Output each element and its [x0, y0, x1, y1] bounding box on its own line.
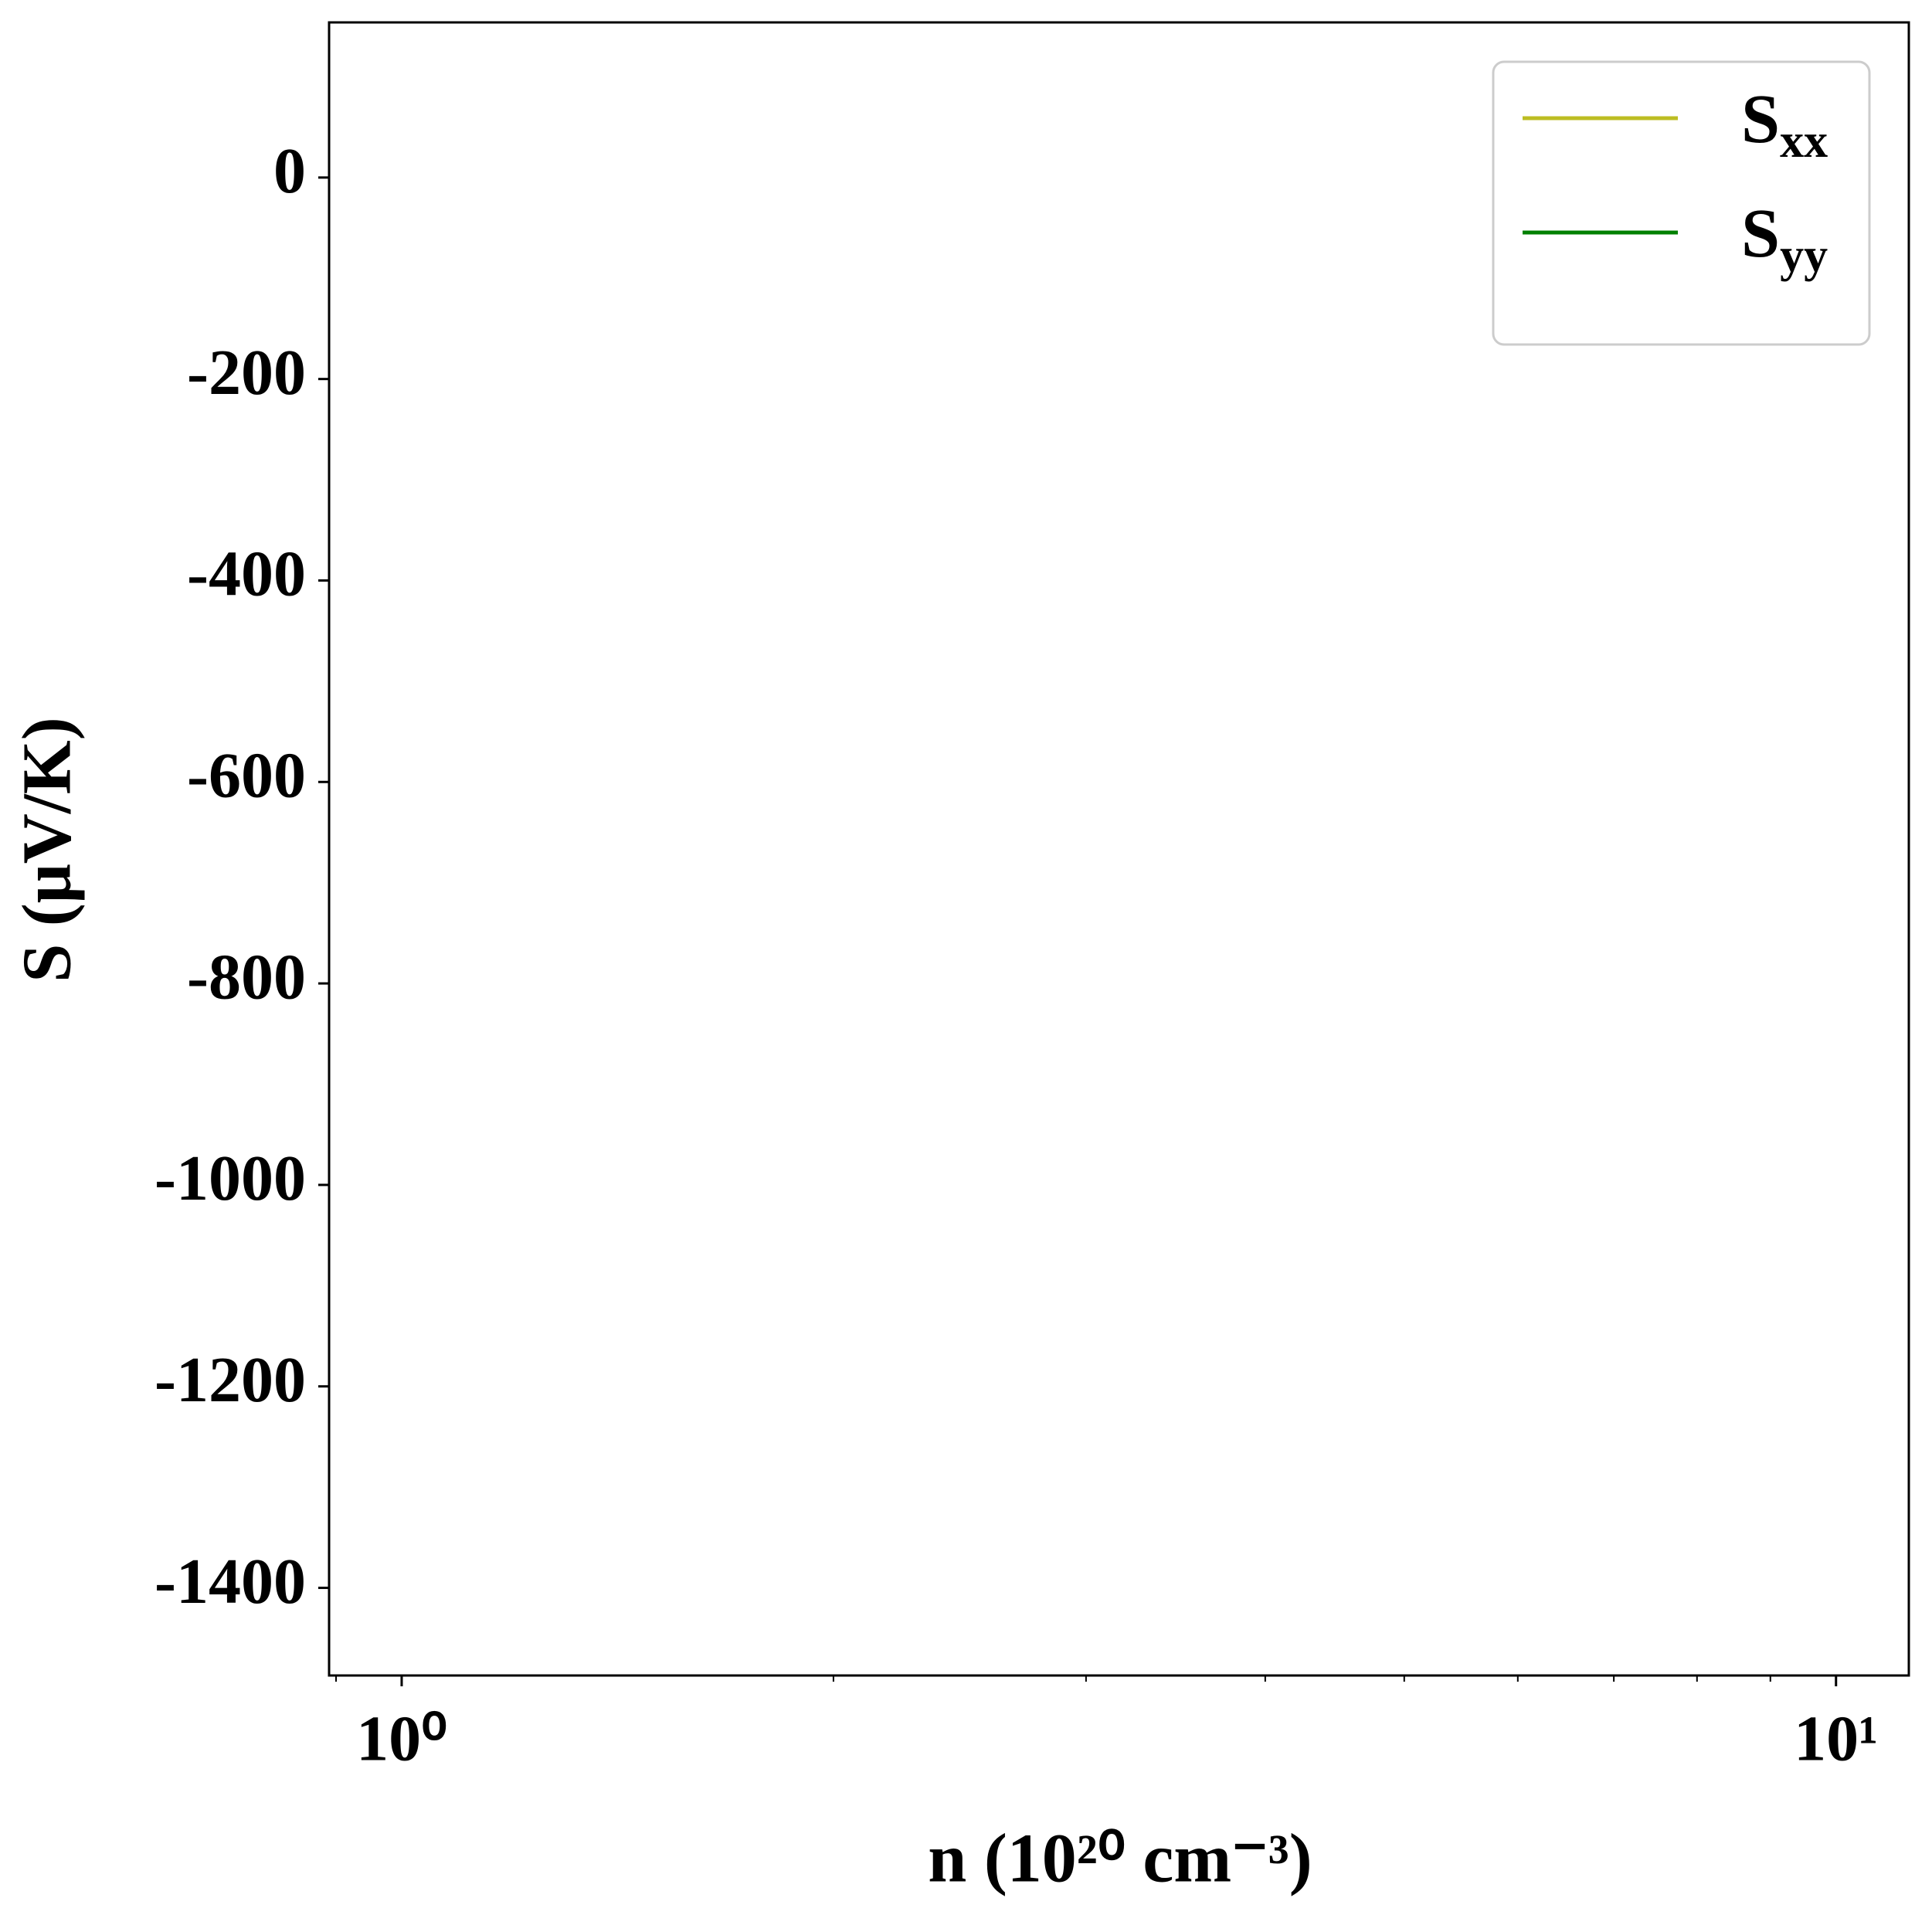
legend-label: Sxx — [1741, 81, 1828, 168]
y-axis-label: S (μV/K) — [9, 717, 86, 983]
legend-label: Syy — [1741, 195, 1828, 283]
y-tick-label: 0 — [273, 135, 306, 207]
x-tick-label: 10¹ — [1794, 1703, 1878, 1774]
y-tick-label: -600 — [187, 740, 306, 812]
x-tick-label: 10⁰ — [356, 1703, 447, 1774]
y-tick-label: -1200 — [154, 1344, 306, 1416]
plot-frame — [328, 21, 1910, 1677]
x-axis-label: n (10²⁰ cm⁻³) — [928, 1821, 1312, 1897]
y-tick-label: -1400 — [154, 1546, 306, 1618]
y-tick-label: -800 — [187, 941, 306, 1013]
y-tick-label: -1000 — [154, 1142, 306, 1214]
y-tick-label: -400 — [187, 538, 306, 610]
legend-box — [1492, 60, 1871, 346]
y-tick-label: -200 — [187, 337, 306, 409]
